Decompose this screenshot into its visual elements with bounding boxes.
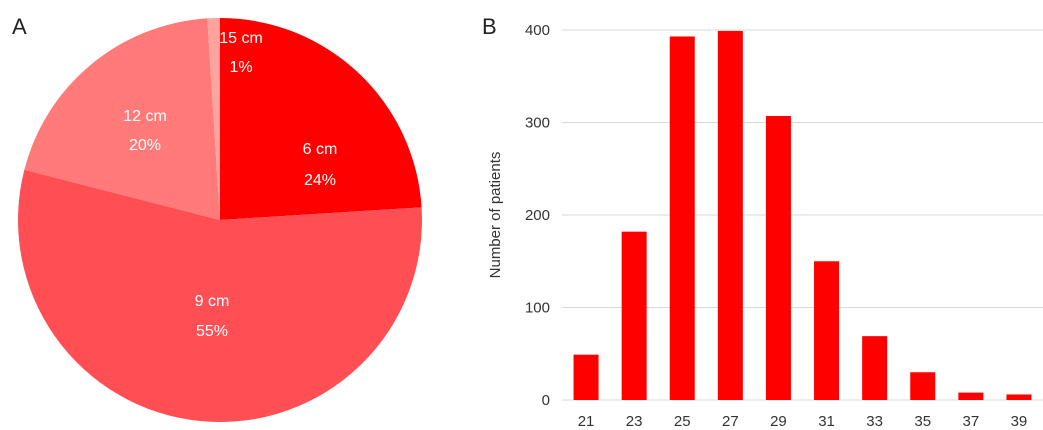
panel-b-letter: B: [482, 14, 497, 39]
bar-39: [1006, 394, 1032, 400]
pie-slice-percent-6-cm: 24%: [304, 172, 336, 189]
x-tick-label: 39: [1011, 413, 1028, 430]
pie-slice-6-cm: [220, 18, 422, 220]
x-tick-label: 35: [914, 413, 931, 430]
bar-37: [958, 392, 984, 400]
x-tick-label: 23: [626, 413, 643, 430]
pie-slice-15-cm: [207, 18, 220, 220]
pie-slice-9-cm: [17, 169, 423, 422]
x-tick-label: 37: [963, 413, 980, 430]
bar-29: [765, 116, 791, 401]
x-tick-label: 33: [866, 413, 883, 430]
y-tick-label: 100: [525, 300, 550, 317]
pie-slice-percent-12-cm: 20%: [129, 137, 161, 154]
pie-slice-label-6-cm: 6 cm: [303, 141, 338, 158]
pie-chart: 6 cm 24% 9 cm 55% 12 cm 20% 15 cm 1%: [17, 18, 423, 422]
bar-25: [669, 36, 695, 400]
bar-21: [573, 354, 599, 400]
panel-a-letter: A: [12, 14, 27, 39]
pie-slice-percent-15-cm: 1%: [229, 59, 252, 76]
bar-35: [910, 372, 936, 400]
pie-slice-percent-9-cm: 55%: [196, 323, 228, 340]
x-tick-label: 25: [674, 413, 691, 430]
pie-slice-label-15-cm: 15 cm: [219, 30, 263, 47]
bar-31: [814, 261, 840, 400]
y-tick-label: 200: [525, 207, 550, 224]
bar-chart: 0 100 200 300 400 Number of patients 21 23 25 27 2…: [487, 22, 1043, 430]
x-tick-label: 31: [818, 413, 835, 430]
bar-23: [621, 231, 647, 400]
x-tick-label: 29: [770, 413, 787, 430]
y-tick-label: 300: [525, 115, 550, 132]
pie-slice-label-12-cm: 12 cm: [123, 108, 167, 125]
pie-slice-12-cm: [24, 18, 220, 220]
bar-27: [717, 30, 743, 401]
y-tick-label: 0: [542, 392, 550, 409]
bar-33: [862, 336, 888, 400]
pie-slice-label-9-cm: 9 cm: [195, 293, 230, 310]
x-tick-label: 21: [578, 413, 595, 430]
x-tick-label: 27: [722, 413, 739, 430]
y-axis-label: Number of patients: [487, 152, 504, 279]
y-tick-label: 400: [525, 22, 550, 39]
